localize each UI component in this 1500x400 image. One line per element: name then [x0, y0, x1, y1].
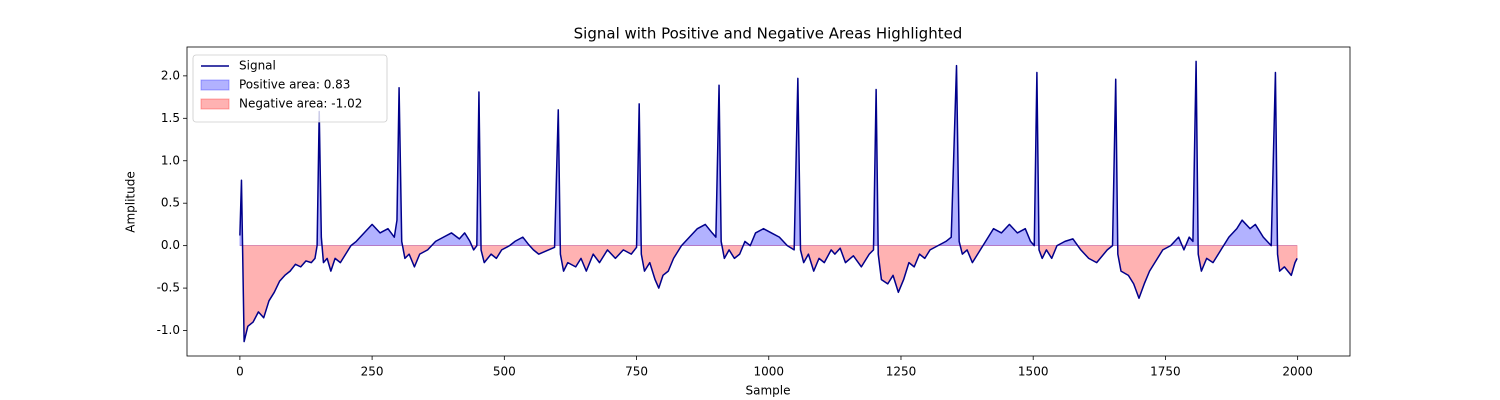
y-tick-label: 0.0	[161, 238, 180, 252]
legend-label: Negative area: -1.02	[239, 97, 362, 111]
legend-patch	[200, 98, 230, 110]
legend-box	[192, 54, 388, 123]
x-tick-label: 1000	[753, 365, 784, 379]
y-tick-label: -0.5	[157, 281, 180, 295]
axes-frame	[186, 46, 1351, 357]
y-tick-label: 0.5	[161, 196, 180, 210]
x-tick-label: 750	[625, 365, 648, 379]
x-tick-label: 1750	[1150, 365, 1181, 379]
legend-label: Signal	[239, 59, 276, 73]
legend-label: Positive area: 0.83	[239, 78, 350, 92]
x-tick-label: 2000	[1282, 365, 1313, 379]
y-tick-label: -1.0	[157, 323, 180, 337]
x-axis-label: Sample	[746, 384, 791, 398]
y-tick-label: 1.0	[161, 153, 180, 167]
x-tick-label: 0	[236, 365, 244, 379]
x-tick-label: 1250	[886, 365, 917, 379]
x-tick-label: 500	[493, 365, 516, 379]
x-tick-label: 250	[361, 365, 384, 379]
x-tick-label: 1500	[1018, 365, 1049, 379]
y-tick-label: 2.0	[161, 68, 180, 82]
signal-line	[239, 60, 1298, 343]
y-axis-label: Amplitude	[124, 171, 138, 233]
y-tick-label: 1.5	[161, 111, 180, 125]
chart-title: Signal with Positive and Negative Areas …	[574, 25, 963, 43]
legend-patch	[200, 79, 230, 91]
